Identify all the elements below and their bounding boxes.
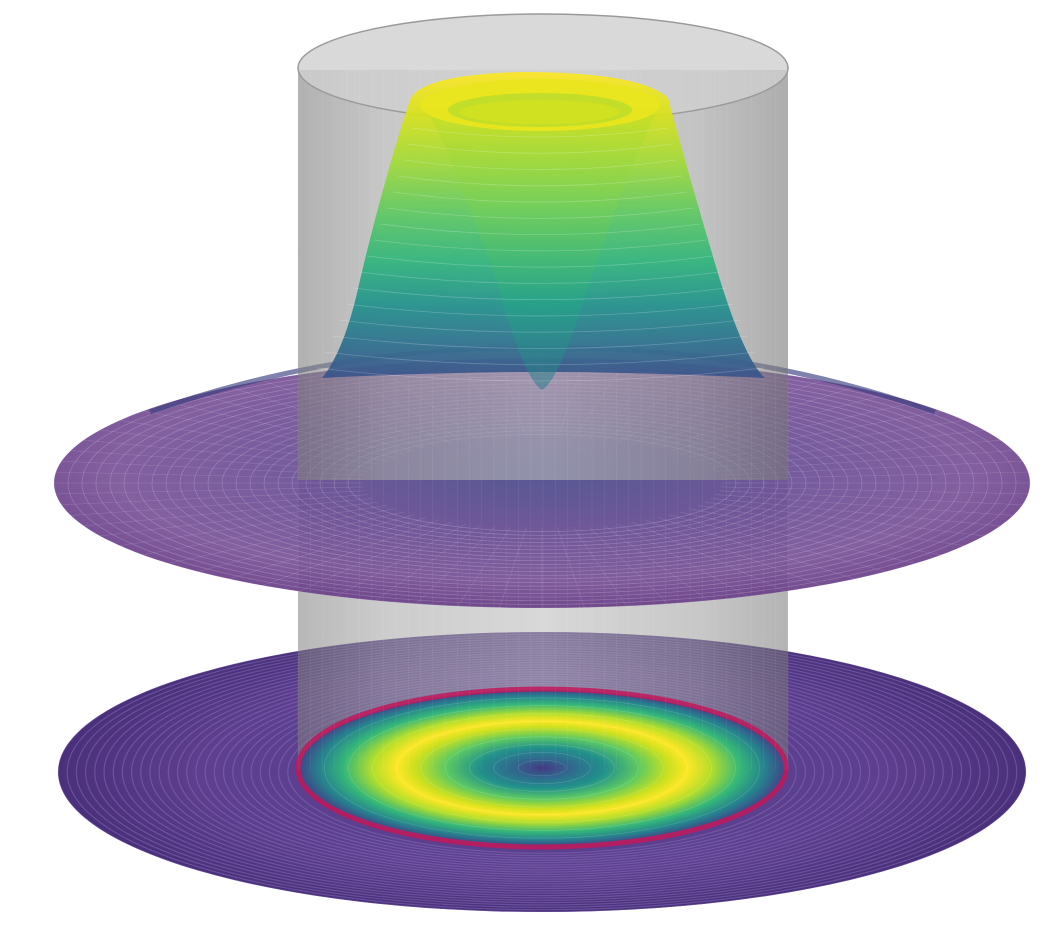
projection-ring — [444, 736, 640, 800]
boundary-ring — [295, 686, 789, 850]
brim-radial-line — [140, 508, 395, 556]
brim-radial-line — [456, 527, 511, 608]
brim-radial-line — [226, 517, 427, 580]
brim-radial-line — [617, 523, 750, 598]
brim-radial-line — [166, 511, 405, 565]
brim-radial-line — [645, 519, 824, 587]
brim-radial-line — [97, 501, 379, 537]
brim-radial-line — [719, 490, 1025, 506]
brim-radial-line — [679, 511, 918, 565]
projection-disk — [295, 686, 789, 850]
dome-band — [367, 255, 713, 268]
brim-radial-line — [669, 514, 889, 573]
brim-radial-line — [657, 517, 858, 580]
brim-radial-line — [705, 501, 987, 537]
dome-band — [346, 303, 734, 317]
brim-radial-line — [374, 525, 481, 602]
brim-radial-line — [59, 490, 365, 506]
dome-bands — [316, 127, 764, 382]
brim-radial-line — [81, 498, 373, 527]
projection-ring — [396, 720, 688, 816]
brim-radial-line — [711, 498, 1003, 527]
dome-band — [360, 271, 720, 284]
projection-ring — [517, 759, 567, 777]
projection-ring — [420, 728, 664, 808]
brim-radial-line — [721, 486, 1030, 495]
dome-band — [353, 287, 727, 301]
projection-ring — [469, 744, 615, 792]
brim-radial-line — [260, 519, 439, 587]
dome-band — [380, 223, 700, 235]
brim-radial-line — [689, 508, 944, 556]
brim-radial-line — [68, 494, 369, 516]
dome-band — [373, 239, 707, 252]
projection-ring — [323, 697, 761, 839]
dome-band — [324, 351, 756, 366]
dome-band — [316, 367, 764, 382]
brim-radial-line — [573, 527, 628, 608]
dome-band — [386, 207, 694, 219]
dome-band — [392, 191, 688, 203]
brim-radial-line — [195, 514, 415, 573]
dome-band — [403, 159, 677, 170]
brim-radial-line — [54, 486, 363, 495]
dome-band — [398, 175, 682, 187]
brim-radial-line — [499, 527, 527, 608]
dome-band — [411, 127, 669, 138]
brim-radial-line — [631, 521, 788, 593]
brim-radial-line — [557, 527, 585, 608]
brim-radial-line — [588, 526, 669, 605]
dome-band — [339, 319, 741, 333]
brim-radial-line — [715, 494, 1016, 516]
brim-radial-line — [296, 521, 453, 593]
brim-radial-line — [415, 526, 496, 605]
brim-radial-line — [334, 523, 467, 598]
projection-disk-rings — [300, 690, 784, 846]
brim-radial-line — [697, 505, 967, 547]
dome-band — [331, 335, 749, 349]
projection-ring — [348, 705, 736, 831]
dome-band — [408, 143, 672, 154]
projection-ring — [372, 713, 712, 823]
brim-radial-line — [603, 525, 710, 602]
brim-radial-line — [117, 505, 387, 547]
projection-ring — [493, 752, 591, 784]
surface-dome — [316, 72, 765, 390]
